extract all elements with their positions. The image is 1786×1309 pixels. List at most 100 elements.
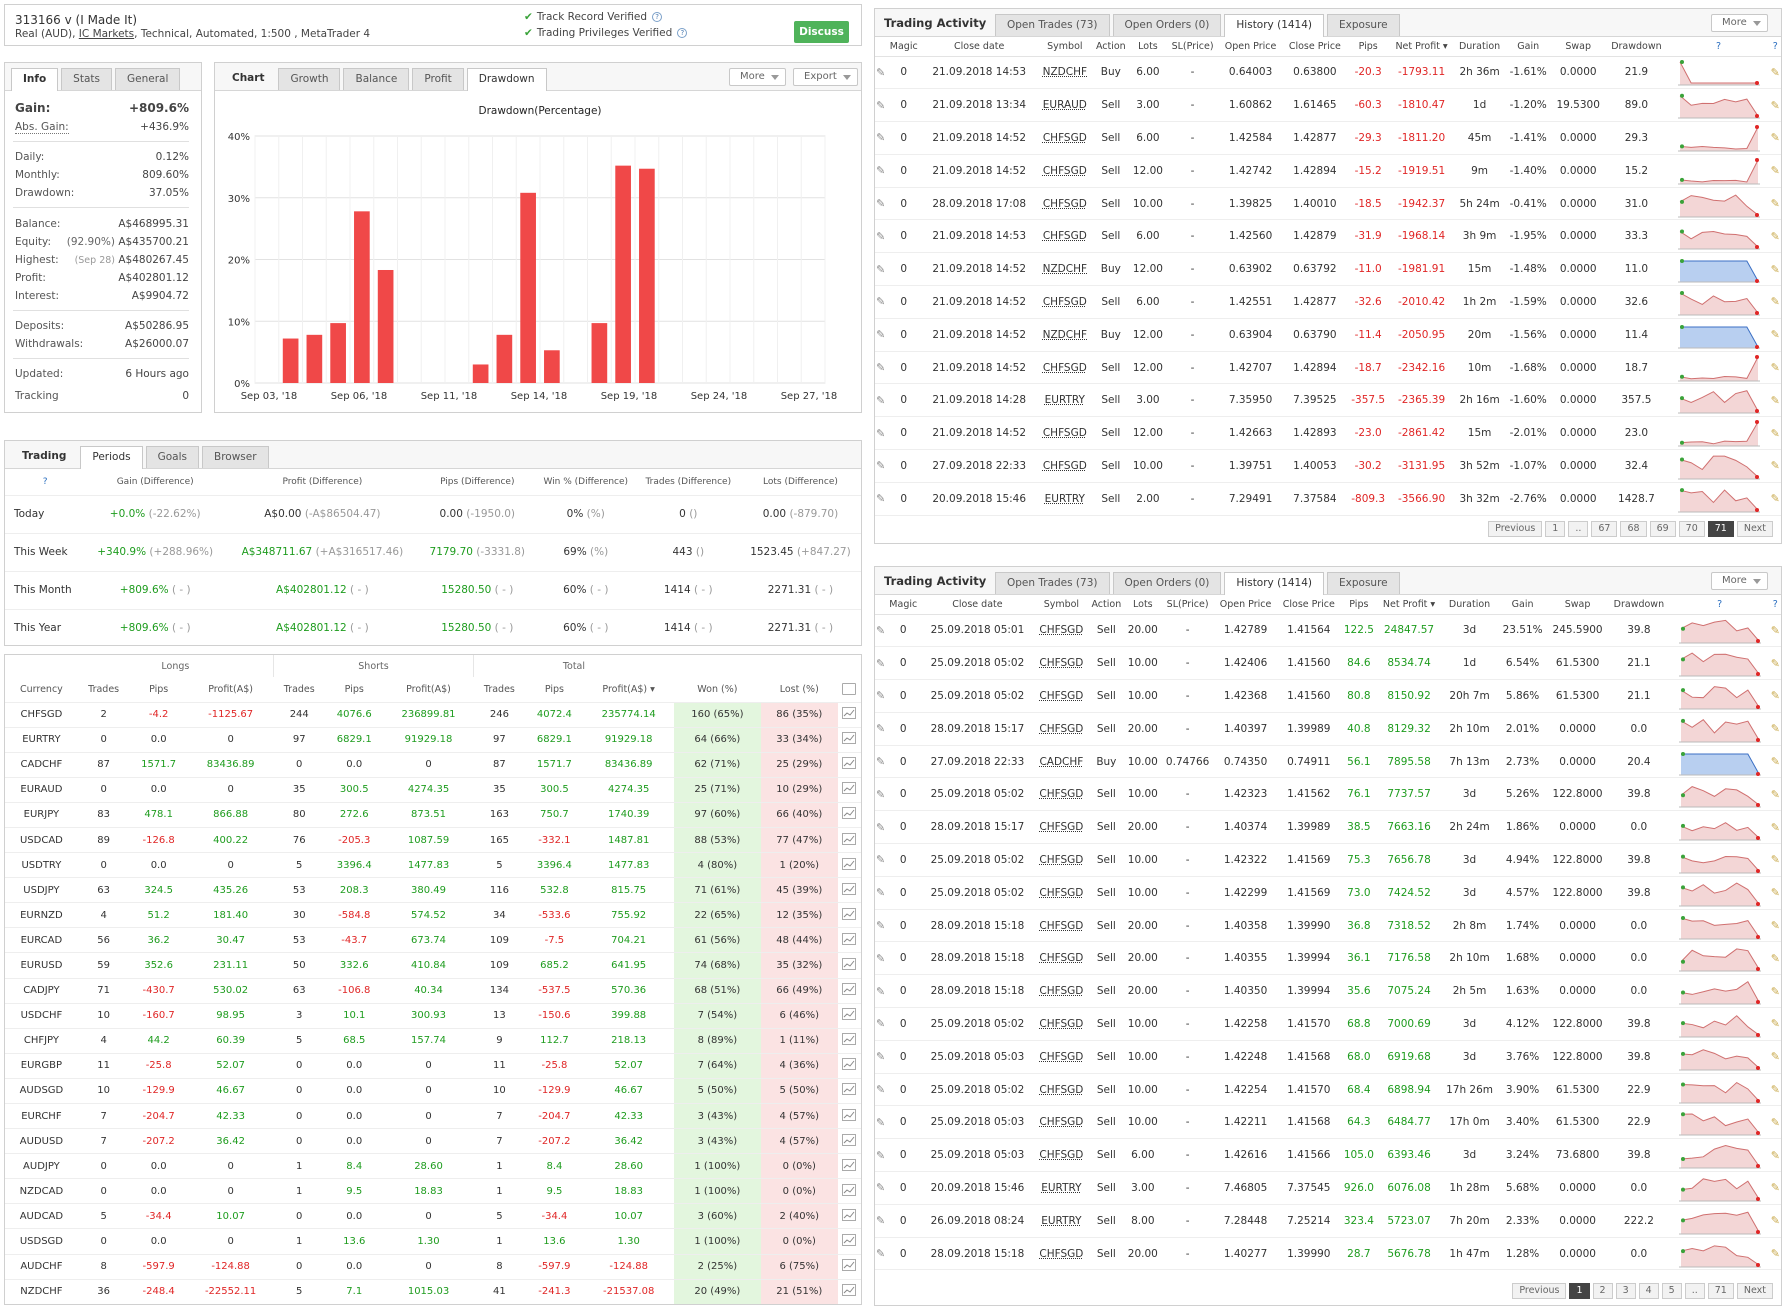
page-button[interactable]: .. bbox=[1684, 1283, 1705, 1299]
trade-cell[interactable]: CHFSGD bbox=[1034, 876, 1089, 910]
chart-icon[interactable] bbox=[837, 776, 861, 803]
chart-icon[interactable] bbox=[837, 726, 861, 753]
trade-cell[interactable]: CHFSGD bbox=[1034, 777, 1089, 812]
edit-icon[interactable]: ✎ bbox=[1769, 1138, 1781, 1173]
trade-cell[interactable]: EURTRY bbox=[1034, 1204, 1089, 1238]
chart-icon[interactable] bbox=[837, 1077, 861, 1104]
trade-cell[interactable]: CHFSGD bbox=[1034, 1007, 1089, 1041]
chart-icon[interactable] bbox=[837, 1153, 861, 1179]
pencil-icon[interactable]: ✎ bbox=[875, 121, 887, 155]
edit-icon[interactable]: ✎ bbox=[1769, 285, 1781, 319]
pencil-icon[interactable]: ✎ bbox=[875, 810, 887, 845]
trade-cell[interactable]: CHFSGD bbox=[1034, 1237, 1089, 1271]
tab-info[interactable]: Info bbox=[11, 68, 59, 91]
pencil-icon[interactable]: ✎ bbox=[875, 482, 887, 516]
chart-icon[interactable] bbox=[837, 751, 861, 778]
pencil-icon[interactable]: ✎ bbox=[875, 1073, 887, 1107]
pencil-icon[interactable]: ✎ bbox=[875, 777, 887, 812]
chart-icon[interactable] bbox=[837, 977, 861, 1004]
chart-icon[interactable] bbox=[837, 877, 861, 903]
trade-cell[interactable]: EURTRY bbox=[1037, 482, 1093, 516]
tab-balance[interactable]: Balance bbox=[343, 68, 410, 90]
help-icon[interactable]: ? bbox=[677, 28, 688, 38]
trade-cell[interactable]: CHFSGD bbox=[1037, 351, 1093, 385]
edit-icon[interactable]: ✎ bbox=[1769, 614, 1781, 648]
chart-icon[interactable] bbox=[837, 1027, 861, 1054]
pencil-icon[interactable]: ✎ bbox=[875, 187, 887, 221]
pencil-icon[interactable]: ✎ bbox=[875, 56, 887, 90]
tab-drawdown[interactable]: Drawdown bbox=[466, 68, 547, 91]
page-button[interactable]: 1 bbox=[1545, 521, 1566, 537]
trade-cell[interactable]: CHFSGD bbox=[1034, 646, 1089, 681]
tab-open-trades[interactable]: Open Trades (73) bbox=[995, 14, 1110, 36]
edit-icon[interactable]: ✎ bbox=[1769, 187, 1781, 221]
trade-cell[interactable]: NZDCHF bbox=[1037, 252, 1093, 287]
edit-icon[interactable]: ✎ bbox=[1769, 777, 1781, 812]
pencil-icon[interactable]: ✎ bbox=[875, 1171, 887, 1205]
tab-general[interactable]: General bbox=[114, 68, 181, 90]
tab-open-trades[interactable]: Open Trades (73) bbox=[995, 572, 1110, 594]
chart-icon[interactable] bbox=[837, 826, 861, 853]
trade-cell[interactable]: CHFSGD bbox=[1034, 810, 1089, 845]
tab-chart[interactable]: Chart bbox=[232, 72, 265, 84]
trade-cell[interactable]: CHFSGD bbox=[1034, 1073, 1089, 1107]
pencil-icon[interactable]: ✎ bbox=[875, 1007, 887, 1041]
chart-icon[interactable] bbox=[837, 902, 861, 928]
trade-cell[interactable]: CHFSGD bbox=[1037, 187, 1093, 221]
edit-icon[interactable]: ✎ bbox=[1769, 974, 1781, 1009]
discuss-button[interactable]: Discuss bbox=[794, 21, 849, 43]
trade-cell[interactable]: CHFSGD bbox=[1037, 219, 1093, 254]
edit-icon[interactable]: ✎ bbox=[1769, 449, 1781, 483]
tab-open-orders[interactable]: Open Orders (0) bbox=[1112, 14, 1222, 36]
chart-icon[interactable] bbox=[837, 1002, 861, 1029]
help-icon[interactable]: ? bbox=[1717, 598, 1723, 610]
tab-history[interactable]: History (1414) bbox=[1224, 14, 1325, 37]
broker-link[interactable]: IC Markets bbox=[78, 28, 135, 40]
tab-periods[interactable]: Periods bbox=[80, 446, 143, 469]
page-button[interactable]: Next bbox=[1736, 521, 1773, 537]
pencil-icon[interactable]: ✎ bbox=[875, 154, 887, 188]
trade-cell[interactable]: NZDCHF bbox=[1037, 56, 1093, 90]
pencil-icon[interactable]: ✎ bbox=[875, 909, 887, 943]
pencil-icon[interactable]: ✎ bbox=[875, 876, 887, 910]
edit-icon[interactable]: ✎ bbox=[1769, 909, 1781, 943]
edit-icon[interactable]: ✎ bbox=[1769, 810, 1781, 845]
edit-icon[interactable]: ✎ bbox=[1769, 646, 1781, 681]
page-button[interactable]: 1 bbox=[1569, 1283, 1590, 1299]
trade-cell[interactable]: CHFSGD bbox=[1034, 712, 1089, 746]
edit-icon[interactable]: ✎ bbox=[1769, 1204, 1781, 1238]
page-button[interactable]: 68 bbox=[1620, 521, 1647, 537]
page-button[interactable]: .. bbox=[1568, 521, 1589, 537]
page-button[interactable]: Next bbox=[1736, 1283, 1773, 1299]
tab-trading[interactable]: Trading bbox=[22, 450, 67, 462]
pencil-icon[interactable]: ✎ bbox=[875, 285, 887, 319]
page-button[interactable]: 4 bbox=[1638, 1283, 1659, 1299]
trade-cell[interactable]: CHFSGD bbox=[1034, 974, 1089, 1009]
pencil-icon[interactable]: ✎ bbox=[875, 252, 887, 287]
chart-icon[interactable] bbox=[837, 701, 861, 728]
edit-icon[interactable]: ✎ bbox=[1769, 252, 1781, 287]
pencil-icon[interactable]: ✎ bbox=[875, 351, 887, 385]
activity-more-dropdown[interactable]: More bbox=[1711, 572, 1768, 590]
help-icon[interactable]: ? bbox=[1716, 40, 1722, 52]
edit-icon[interactable]: ✎ bbox=[1769, 1007, 1781, 1041]
edit-icon[interactable]: ✎ bbox=[1769, 318, 1781, 352]
edit-icon[interactable]: ✎ bbox=[1769, 745, 1781, 779]
tab-profit[interactable]: Profit bbox=[412, 68, 464, 90]
page-button[interactable]: 69 bbox=[1649, 521, 1676, 537]
tab-exposure[interactable]: Exposure bbox=[1327, 14, 1400, 36]
pencil-icon[interactable]: ✎ bbox=[875, 416, 887, 451]
edit-icon[interactable]: ✎ bbox=[1769, 482, 1781, 516]
pencil-icon[interactable]: ✎ bbox=[875, 1204, 887, 1238]
chart-icon[interactable] bbox=[837, 952, 861, 979]
tab-browser[interactable]: Browser bbox=[202, 446, 269, 468]
chart-icon[interactable] bbox=[837, 1128, 861, 1154]
chart-icon[interactable] bbox=[837, 1178, 861, 1204]
chart-icon[interactable] bbox=[837, 927, 861, 953]
trade-cell[interactable]: CHFSGD bbox=[1037, 416, 1093, 451]
chart-icon[interactable] bbox=[837, 801, 861, 828]
help-icon[interactable]: ? bbox=[652, 12, 663, 22]
chart-export-dropdown[interactable]: Export bbox=[793, 68, 858, 86]
chart-icon[interactable] bbox=[837, 1278, 861, 1304]
edit-icon[interactable]: ✎ bbox=[1769, 1073, 1781, 1107]
